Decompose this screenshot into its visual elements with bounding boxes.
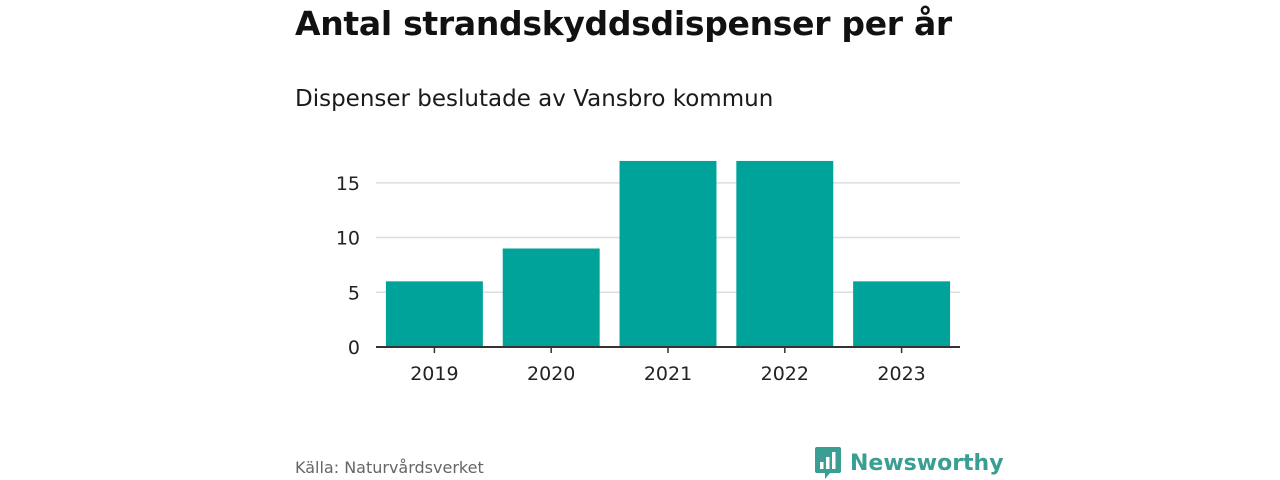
x-tick-label: 2023 (877, 363, 925, 385)
bar-chart-icon (815, 447, 841, 479)
bar (619, 160, 717, 347)
bar (853, 281, 951, 347)
x-tick-label: 2021 (644, 363, 692, 385)
x-tick-label: 2022 (761, 363, 809, 385)
bar (502, 248, 600, 347)
brand-logo: Newsworthy (814, 446, 1004, 480)
axes: 0 5 10 15 2019 2020 2021 2022 2023 (336, 173, 960, 385)
chart-title: Antal strandskyddsdispenser per år (295, 4, 952, 43)
brand-name: Newsworthy (850, 450, 1004, 476)
y-tick-label: 0 (348, 337, 360, 359)
y-tick-label: 10 (336, 228, 360, 250)
x-tick-label: 2019 (410, 363, 458, 385)
source-note: Källa: Naturvårdsverket (295, 458, 484, 477)
bars (385, 160, 951, 347)
bar (736, 160, 834, 347)
bar (385, 281, 483, 347)
x-tick-label: 2020 (527, 363, 575, 385)
y-tick-label: 15 (336, 173, 360, 195)
chart-subtitle: Dispenser beslutade av Vansbro kommun (295, 86, 774, 112)
y-tick-label: 5 (348, 282, 360, 304)
